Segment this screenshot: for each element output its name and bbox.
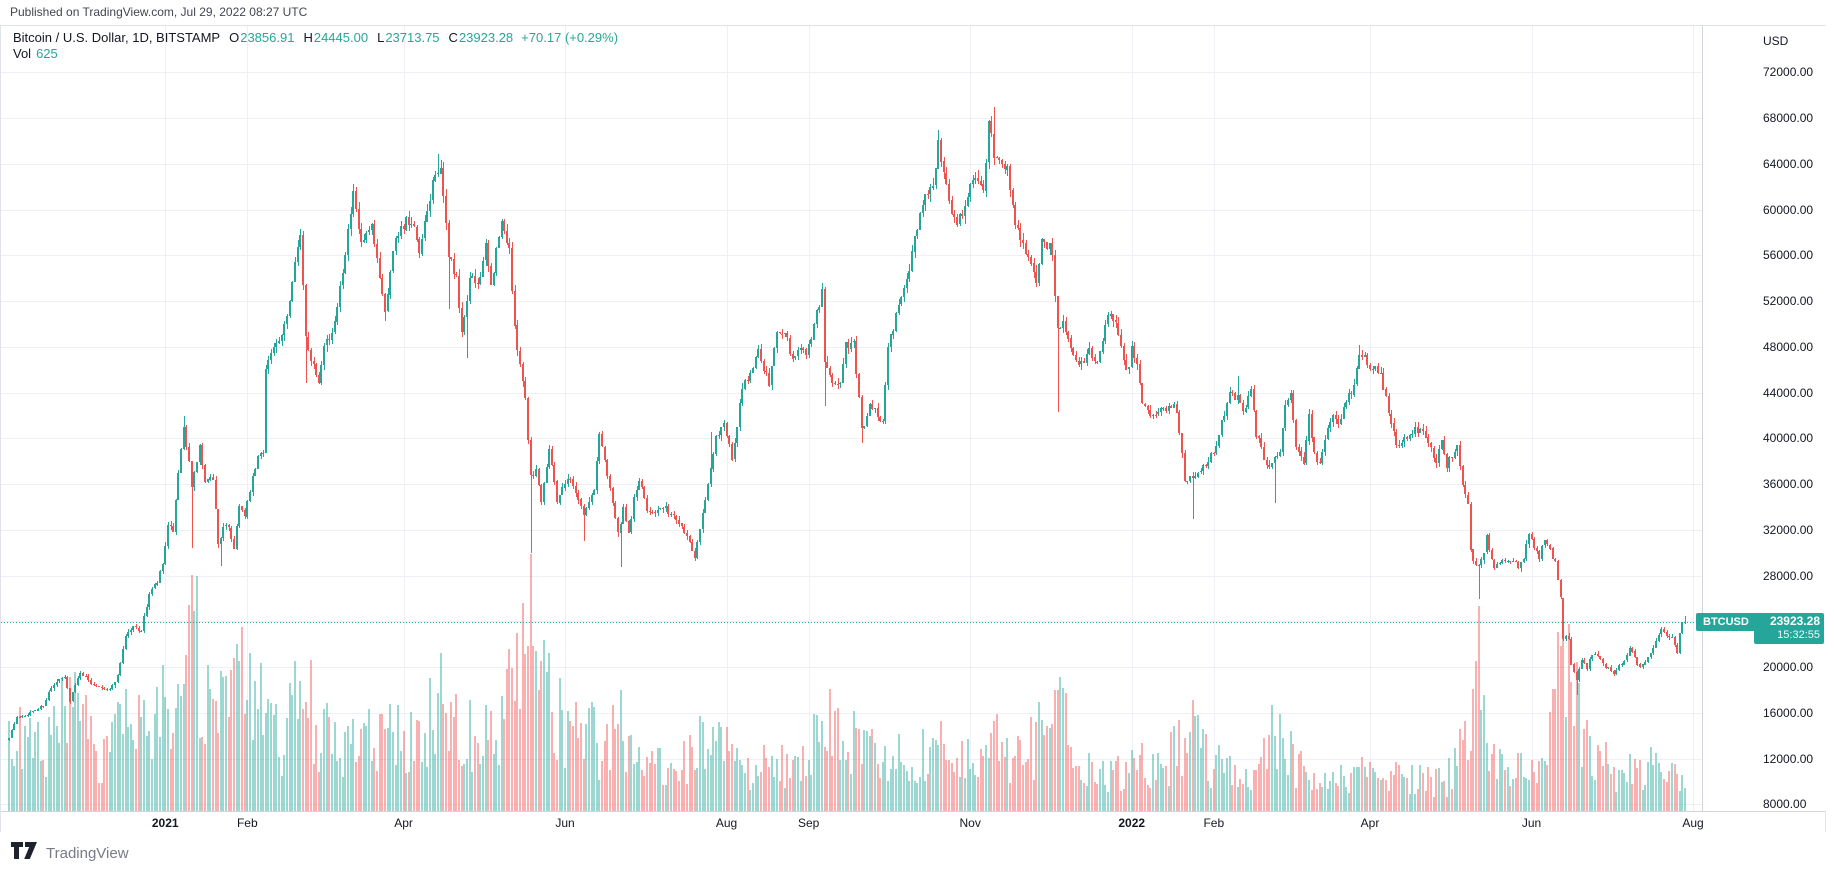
change-value: +70.17 (+0.29%): [521, 30, 619, 45]
tradingview-logo-icon: [10, 841, 39, 865]
open-value: 23856.91: [240, 30, 295, 45]
volume-label: Vol: [13, 46, 32, 61]
volume-bars: [8, 554, 1686, 811]
price-tick-label: 36000.00: [1763, 477, 1814, 492]
price-axis[interactable]: USD 72000.00 68000.00 64000.00 60000.00 5600…: [1702, 26, 1827, 811]
time-tick-label: Sep: [797, 816, 820, 830]
last-price-value: 23923.28: [1769, 614, 1820, 629]
volume-value: 625: [36, 46, 58, 61]
close-value: 23923.28: [458, 30, 514, 45]
price-tick-label: 68000.00: [1763, 111, 1814, 126]
legend-ohlc-row: Bitcoin / U.S. Dollar, 1D, BITSTAMP O2385…: [13, 30, 618, 46]
price-tick-label: 16000.00: [1763, 705, 1814, 720]
price-tick-label: 40000.00: [1763, 431, 1814, 446]
price-tick-label: 52000.00: [1763, 294, 1814, 309]
open-label: O: [229, 30, 240, 45]
grid-lines: [1, 26, 1702, 811]
time-tick-label: Jun: [1521, 816, 1542, 830]
legend-volume-row: Vol 625: [13, 46, 618, 62]
time-tick-label: Aug: [715, 816, 738, 830]
price-tick-label: 44000.00: [1763, 385, 1814, 400]
price-tick-label: 48000.00: [1763, 339, 1814, 354]
time-axis[interactable]: 2021 Feb Apr Jun Aug Sep Nov 2022 Feb Apr Jun Aug: [1, 811, 1825, 832]
symbol-legend[interactable]: Bitcoin / U.S. Dollar, 1D, BITSTAMP O2385…: [13, 30, 618, 62]
time-tick-label: Feb: [236, 816, 258, 830]
price-tick-label: 28000.00: [1763, 568, 1814, 583]
time-tick-label: Feb: [1203, 816, 1225, 830]
tradingview-link[interactable]: TradingView: [10, 841, 129, 865]
price-tick-label: 56000.00: [1763, 248, 1814, 263]
symbol-price-flag: BTCUSD: [1696, 613, 1756, 632]
price-tick-label: 8000.00: [1763, 797, 1807, 812]
footer: TradingView: [0, 832, 1834, 871]
price-tick-label: 72000.00: [1763, 65, 1814, 80]
price-tick-label: 64000.00: [1763, 156, 1814, 171]
price-chart-canvas[interactable]: [1, 26, 1702, 811]
chart-widget: Bitcoin / U.S. Dollar, 1D, BITSTAMP O2385…: [0, 25, 1827, 832]
high-value: 24445.00: [313, 30, 369, 45]
time-tick-label: Apr: [394, 816, 413, 830]
low-value: 23713.75: [385, 30, 440, 45]
symbol-title: Bitcoin / U.S. Dollar, 1D, BITSTAMP: [13, 30, 221, 45]
close-label: C: [448, 30, 458, 45]
tradingview-brand: TradingView: [46, 844, 129, 862]
price-tick-label: 32000.00: [1763, 522, 1814, 537]
price-tick-label: 60000.00: [1763, 202, 1814, 217]
price-tick-label: 12000.00: [1763, 751, 1814, 766]
bar-countdown: 15:32:55: [1777, 629, 1820, 642]
high-label: H: [303, 30, 313, 45]
low-label: L: [377, 30, 385, 45]
time-tick-label: Jun: [555, 816, 575, 830]
price-axis-unit: USD: [1763, 34, 1789, 48]
time-tick-label: 2022: [1118, 816, 1146, 830]
time-tick-label: Aug: [1682, 816, 1704, 830]
price-tick-label: 20000.00: [1763, 660, 1814, 675]
time-tick-label: 2021: [151, 816, 179, 830]
published-line: Published on TradingView.com, Jul 29, 20…: [10, 5, 308, 19]
candlesticks: [8, 107, 1686, 741]
time-tick-label: Nov: [959, 816, 981, 830]
time-tick-label: Apr: [1360, 816, 1380, 830]
last-price-tag: 23923.28 15:32:55: [1754, 613, 1824, 645]
